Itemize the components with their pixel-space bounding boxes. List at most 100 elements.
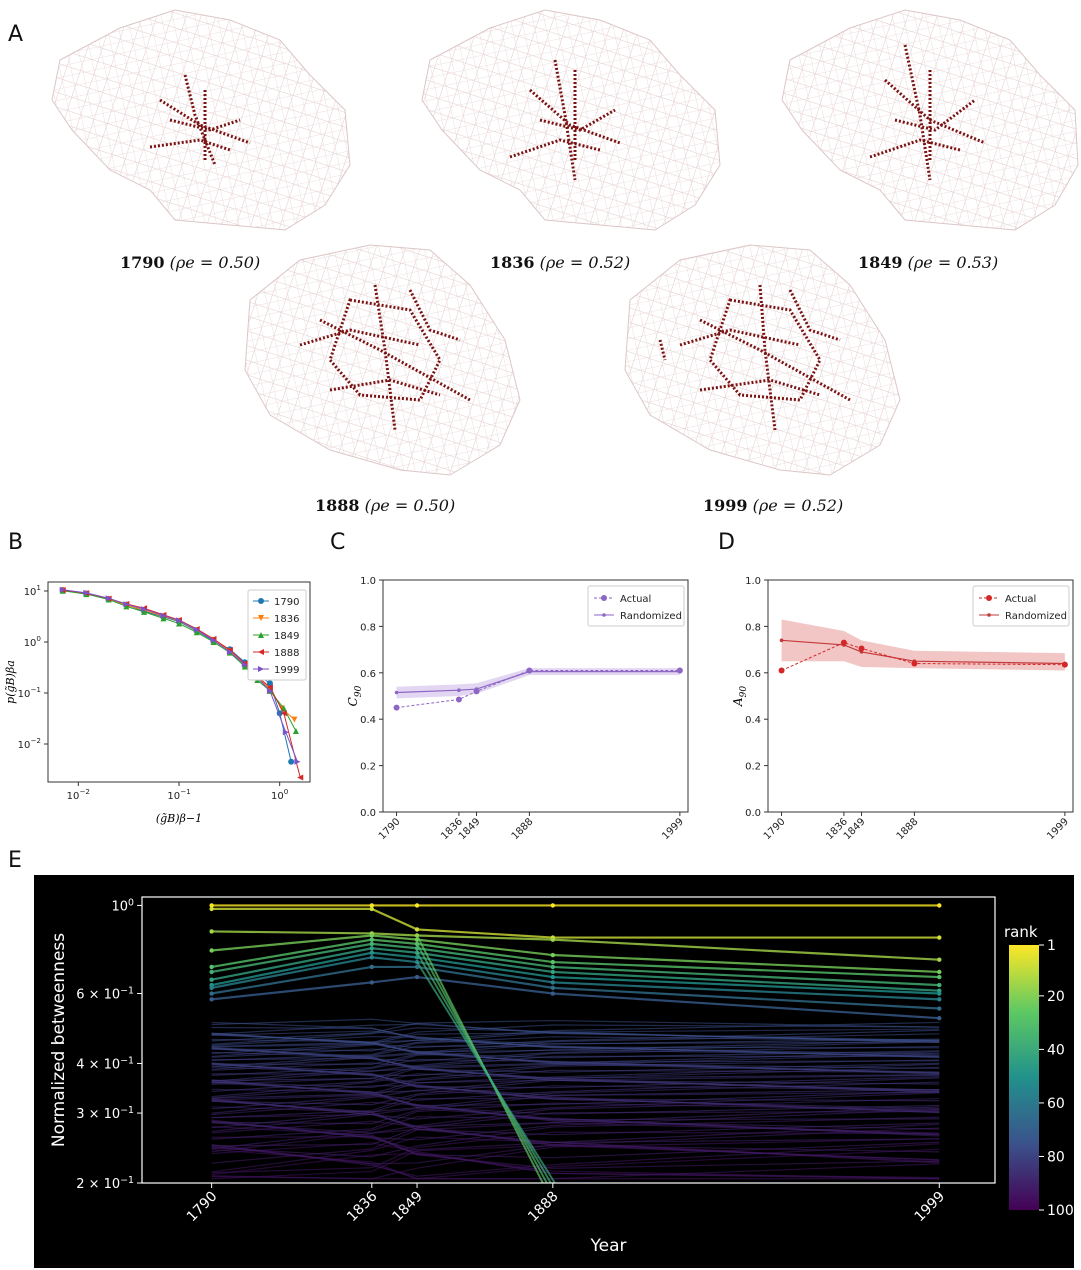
confidence-band xyxy=(396,668,680,699)
data-point xyxy=(160,615,167,622)
rank-line xyxy=(211,1030,940,1055)
data-point xyxy=(779,638,784,643)
tick-exponent: −1 xyxy=(120,986,134,997)
tick-label: 10−2 xyxy=(18,736,41,751)
data-point xyxy=(266,684,273,691)
panel-label-d: D xyxy=(718,530,735,555)
map-caption-1790: 1790 (ρe = 0.50) xyxy=(120,253,260,272)
legend xyxy=(587,585,685,627)
rank-point xyxy=(550,985,556,991)
y-tick-label: 0.2 xyxy=(745,762,761,773)
legend-label: 1849 xyxy=(274,631,299,642)
map-caption-1999: 1999 (ρe = 0.52) xyxy=(703,496,843,515)
rank-line xyxy=(211,1069,940,1099)
colorbar-tick-label: 60 xyxy=(1047,1096,1065,1112)
y-tick-label: 0.0 xyxy=(360,808,376,819)
label-sub: 90 xyxy=(739,686,749,698)
rank-line xyxy=(211,1033,940,1057)
data-point xyxy=(83,589,90,596)
data-point xyxy=(266,687,273,694)
rank-point xyxy=(369,980,374,985)
data-point xyxy=(59,586,66,593)
rank-point xyxy=(937,1015,942,1021)
colorbar-label: rank xyxy=(1004,923,1038,941)
rank-point xyxy=(209,903,214,908)
data-point xyxy=(457,688,461,692)
x-tick-label: 1888 xyxy=(895,816,921,842)
legend-label: Randomized xyxy=(1005,611,1067,622)
rank-line xyxy=(211,1091,940,1125)
rank-point xyxy=(550,980,556,985)
tick-exponent: 0 xyxy=(36,634,41,643)
legend-marker xyxy=(987,613,991,617)
legend-marker xyxy=(258,598,264,604)
rank-point xyxy=(937,997,942,1002)
colorbar-tick-label: 100 xyxy=(1047,1203,1074,1219)
tick-exponent: −2 xyxy=(79,787,90,796)
map-rho: (ρe = 0.52) xyxy=(539,253,631,272)
data-point xyxy=(292,727,299,734)
x-axis-label: (g̃B)β−1 xyxy=(156,812,202,825)
rank-line xyxy=(211,1066,940,1094)
tick-exponent: 1 xyxy=(36,583,41,592)
tick-label: 10−1 xyxy=(18,685,41,700)
panel-label-a: A xyxy=(8,22,24,47)
betweenness-lines xyxy=(209,903,942,1184)
data-point xyxy=(294,758,301,765)
rank-point xyxy=(209,948,214,953)
rank-point xyxy=(550,952,556,958)
data-point xyxy=(473,688,480,695)
legend-marker xyxy=(258,632,264,638)
data-point xyxy=(176,617,182,624)
rank-point xyxy=(937,1006,942,1011)
data-point xyxy=(288,758,295,765)
legend-label: Randomized xyxy=(620,611,682,622)
rank-line xyxy=(211,1059,940,1088)
chart-b: 10−2 10−1 10010−210−1100101(g̃B)β−1p(g̃B)β… xyxy=(4,581,311,825)
x-tick-label: 1790 xyxy=(762,816,788,842)
rank-line xyxy=(211,1029,940,1049)
label-main: C xyxy=(346,697,360,706)
rank-point xyxy=(209,969,214,975)
rank-point xyxy=(209,991,214,996)
data-point xyxy=(282,729,289,736)
tick-base: 10 xyxy=(112,899,129,914)
data-point xyxy=(676,667,683,674)
tick-base: 10 xyxy=(18,740,31,751)
chart-d: 0.00.20.40.60.81.017901836184918881999Ye… xyxy=(731,576,1074,842)
tick-base: 10 xyxy=(18,689,31,700)
tick-exponent: −1 xyxy=(120,1175,134,1186)
rank-line xyxy=(211,1036,940,1062)
rank-point xyxy=(937,982,942,988)
rank-point xyxy=(369,937,374,942)
data-point xyxy=(840,639,847,646)
rank-point xyxy=(369,941,374,947)
rank-point xyxy=(369,933,374,938)
plot-frame xyxy=(382,579,689,813)
rank-point xyxy=(369,964,374,970)
map-1999 xyxy=(624,244,901,476)
map-1790 xyxy=(51,9,351,231)
y-tick-label: 0.0 xyxy=(745,808,761,819)
rank-line xyxy=(211,1049,940,1076)
rank-line xyxy=(211,1131,940,1174)
map-rho: (ρe = 0.50) xyxy=(169,253,261,272)
data-point xyxy=(123,603,130,610)
rank-point xyxy=(550,991,556,996)
rank-point xyxy=(209,929,214,934)
y-tick-label: 0.6 xyxy=(360,669,376,680)
y-tick-label: 0.6 xyxy=(745,669,761,680)
plot-frame xyxy=(767,579,1074,813)
rank-point xyxy=(414,927,420,932)
map-rho: (ρe = 0.53) xyxy=(907,253,999,272)
legend-label: 1836 xyxy=(274,614,299,625)
data-point xyxy=(858,645,865,652)
map-1836 xyxy=(421,9,721,231)
data-point xyxy=(210,638,217,645)
data-point xyxy=(526,667,533,674)
panel-label-b: B xyxy=(8,530,24,555)
tick-base: 10 xyxy=(167,791,180,802)
rank-point xyxy=(937,935,942,940)
legend-marker xyxy=(258,615,264,621)
rank-point xyxy=(209,997,214,1002)
